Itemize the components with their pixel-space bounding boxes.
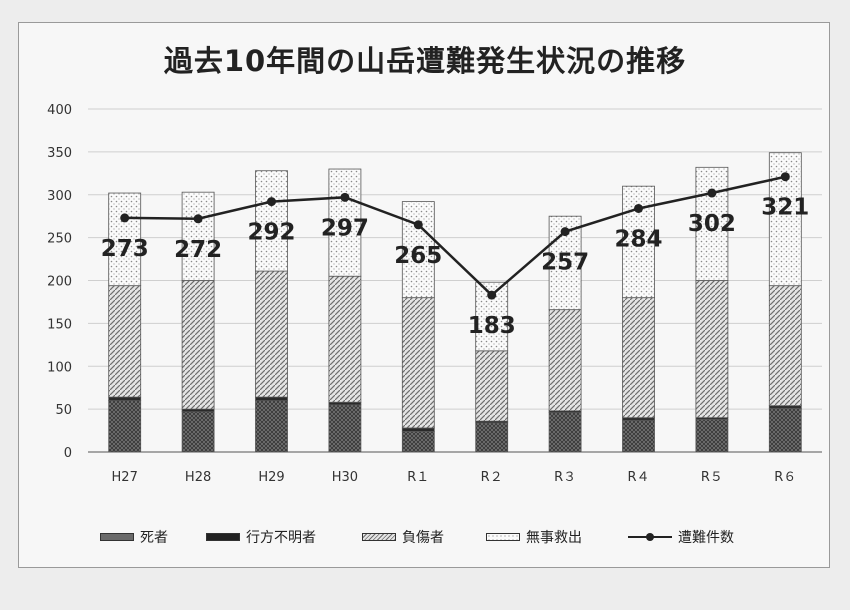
bar-segment-3 (695, 166, 729, 281)
data-label: 265 (394, 243, 442, 269)
legend-item-yukue-fumei: 行方不明者 (206, 527, 316, 547)
bar-segment-3 (328, 168, 362, 277)
line-point (487, 290, 497, 300)
legend-item-sonan-kensu: 遭難件数 (628, 527, 734, 547)
bar-segment-1 (255, 396, 288, 401)
chart-legend: 死者 行方不明者 負傷者 無事救出 遭難件数 (100, 527, 800, 551)
x-tick-label: R６ (774, 470, 796, 485)
x-tick-label: H28 (185, 470, 211, 485)
bar-segment-2 (181, 280, 215, 410)
data-label: 302 (688, 211, 736, 237)
bar-segment-1 (401, 427, 435, 432)
line-point (267, 197, 276, 207)
y-tick-label: 50 (55, 403, 72, 418)
line-point (193, 214, 203, 224)
y-tick-label: 350 (47, 146, 72, 161)
line-series (124, 175, 786, 297)
bar-segment-0 (108, 400, 142, 453)
bar-segment-2 (768, 285, 802, 407)
line-point (560, 227, 570, 237)
data-label: 272 (174, 237, 222, 263)
legend-label: 無事救出 (526, 530, 582, 546)
data-label: 273 (101, 236, 149, 262)
legend-line-marker (628, 533, 672, 541)
bar-segment-0 (255, 400, 288, 453)
data-label: 292 (247, 220, 295, 246)
y-tick-label: 250 (47, 232, 72, 247)
x-tick-label: H29 (258, 470, 284, 485)
bar-segment-0 (328, 404, 362, 453)
legend-label: 死者 (140, 530, 168, 546)
data-label: 297 (321, 215, 369, 241)
x-tick-label: H30 (332, 470, 358, 485)
bar-segment-2 (695, 280, 729, 419)
bar-segment-0 (548, 412, 582, 453)
bar-segment-2 (548, 309, 582, 412)
bar-segment-0 (768, 407, 802, 453)
legend-item-buji-kyushutsu: 無事救出 (486, 527, 582, 547)
bar-segment-2 (622, 297, 655, 419)
data-label: 284 (614, 226, 662, 252)
data-label: 257 (541, 250, 589, 276)
legend-label: 行方不明者 (246, 530, 316, 546)
data-label: 183 (468, 313, 516, 339)
legend-swatch (362, 533, 396, 541)
y-tick-label: 200 (47, 275, 72, 290)
legend-label: 遭難件数 (678, 530, 734, 546)
line-point (634, 203, 643, 213)
legend-item-shisha: 死者 (100, 527, 168, 547)
legend-swatch (100, 533, 134, 541)
bar-segment-2 (328, 275, 362, 403)
x-tick-label: H27 (112, 470, 138, 485)
bar-segment-1 (108, 396, 142, 401)
legend-label: 負傷者 (402, 530, 444, 546)
line-point (707, 188, 717, 198)
x-tick-label: R１ (407, 470, 429, 485)
y-tick-label: 300 (47, 189, 72, 204)
bar-segment-3 (475, 281, 509, 352)
bar-segment-0 (401, 431, 435, 453)
y-tick-label: 100 (47, 360, 72, 375)
line-point (120, 213, 130, 223)
bar-segment-2 (475, 350, 509, 422)
bar-segment-0 (181, 411, 215, 453)
legend-swatch (486, 533, 520, 541)
x-tick-label: R３ (554, 470, 576, 485)
bar-segment-3 (401, 201, 435, 299)
y-tick-label: 0 (64, 446, 72, 461)
bar-segment-2 (108, 285, 142, 398)
x-tick-label: R４ (627, 470, 649, 485)
legend-swatch (206, 533, 240, 541)
bar-segment-0 (475, 422, 509, 453)
bar-segment-3 (181, 191, 215, 281)
data-label: 321 (761, 195, 809, 221)
y-tick-label: 150 (47, 317, 72, 332)
x-tick-label: R５ (701, 470, 723, 485)
bar-segment-2 (255, 270, 288, 398)
bar-segment-3 (255, 170, 288, 272)
x-tick-label: R２ (481, 470, 503, 485)
legend-item-fushosha: 負傷者 (362, 527, 444, 547)
bar-segment-0 (695, 419, 729, 453)
line-point (780, 172, 790, 182)
line-point (340, 192, 350, 202)
chart-title: 過去10年間の山岳遭難発生状況の推移 (163, 44, 687, 78)
bar-segment-0 (622, 419, 655, 453)
y-tick-label: 400 (47, 103, 72, 118)
line-point (413, 220, 423, 230)
bar-segment-3 (108, 192, 142, 287)
bar-segment-2 (401, 297, 435, 429)
